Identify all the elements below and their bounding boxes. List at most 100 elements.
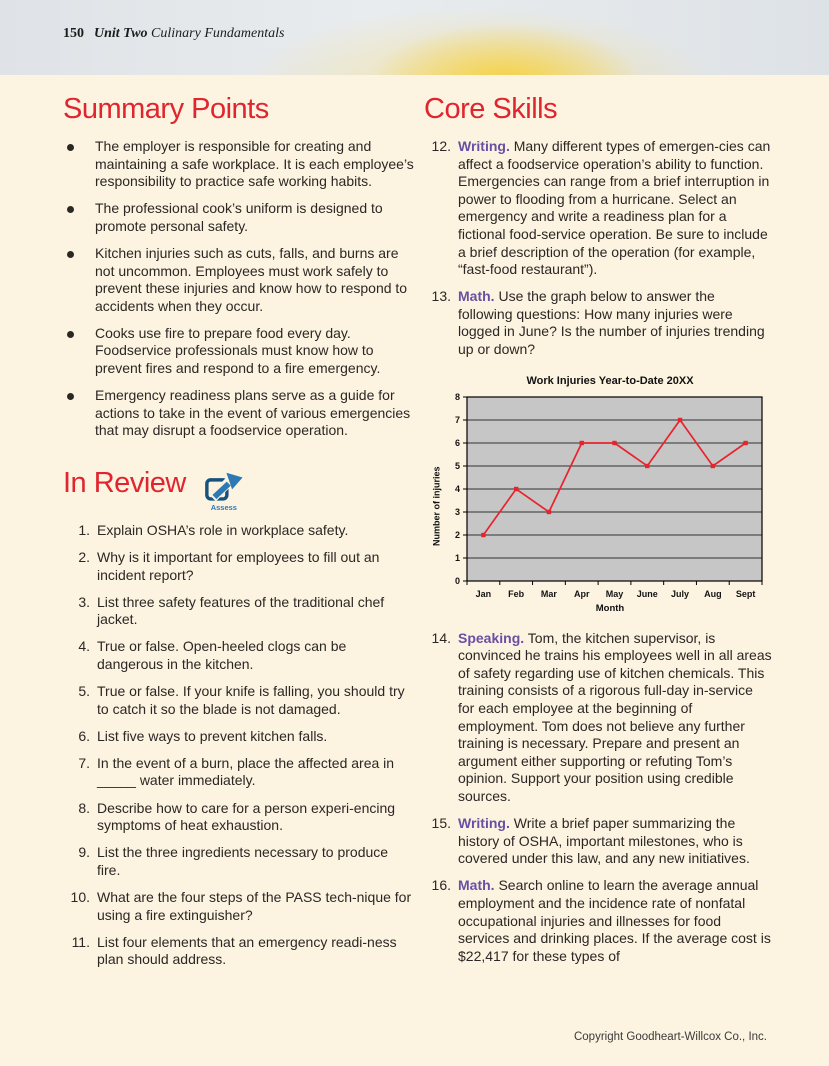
svg-text:4: 4 [455,484,460,494]
bullet-icon [67,393,74,401]
bullet-text: The professional cook’s uniform is desig… [95,200,383,234]
unit-title: Unit Two [94,26,148,41]
item-text: True or false. Open-heeled clogs can be … [97,638,347,672]
bullet-text: Emergency readiness plans serve as a gui… [95,387,411,439]
svg-text:Feb: Feb [508,589,525,599]
svg-text:3: 3 [455,507,460,517]
chart-x-axis-label: Month [595,602,625,614]
item-number: 5. [78,683,90,700]
item-text: Writing. Write a brief paper summarizing… [458,815,772,868]
bullet-icon [67,250,74,258]
svg-text:May: May [606,589,624,599]
item-number: 8. [78,799,90,816]
header-band [0,0,829,75]
review-item: 5. True or false. If your knife is falli… [63,683,415,718]
in-review-list: 1. Explain OSHA’s role in workplace safe… [63,522,415,969]
svg-text:Apr: Apr [574,589,590,599]
core-skill-item: 15. Writing. Write a brief paper summari… [424,815,772,868]
item-text: True or false. If your knife is falling,… [97,683,405,717]
left-column: Summary Points The employer is responsib… [63,93,415,978]
item-text: List five ways to prevent kitchen falls. [97,727,328,744]
item-number: 4. [78,638,90,655]
summary-bullet: Kitchen injuries such as cuts, falls, an… [63,245,415,315]
item-text: List four elements that an emergency rea… [97,933,397,968]
summary-bullet: The employer is responsible for creating… [63,138,415,191]
review-item: 10. What are the four steps of the PASS … [63,889,415,924]
review-item: 1. Explain OSHA’s role in workplace safe… [63,522,415,540]
review-item: 4. True or false. Open-heeled clogs can … [63,638,415,673]
skill-type-label: Math. [458,288,495,305]
svg-text:Jan: Jan [476,589,492,599]
review-item: 7. In the event of a burn, place the aff… [63,755,415,790]
item-number: 11. [71,933,90,950]
item-number: 14. [431,629,451,646]
skill-text: Write a brief paper summarizing the hist… [458,815,750,867]
item-number: 13. [431,288,451,305]
svg-text:Aug: Aug [704,589,722,599]
summary-bullet: The professional cook’s uniform is desig… [63,200,415,235]
review-item: 9. List the three ingredients necessary … [63,844,415,879]
item-number: 2. [78,549,90,565]
skill-type-label: Math. [458,877,495,894]
svg-text:0: 0 [455,576,460,586]
skill-text: Tom, the kitchen supervisor, is convince… [458,629,772,804]
skill-type-label: Speaking. [458,629,525,646]
bullet-text: The employer is responsible for creating… [95,138,414,190]
injuries-chart-svg: 0 1 2 3 4 5 6 7 8 Jan Feb Mar Apr May June July Aug Sept [455,392,763,599]
assess-share-icon [204,472,243,502]
chart-y-axis-label: Number of injuries [431,465,442,546]
core-skills-title: Core Skills [424,93,558,125]
summary-bullet-list: The employer is responsible for creating… [63,138,415,440]
skill-type-label: Writing. [458,815,510,832]
review-item: 6. List five ways to prevent kitchen fal… [63,728,415,746]
unit-subtitle: Culinary Fundamentals [151,26,285,41]
svg-text:1: 1 [455,553,460,563]
injuries-chart: Work Injuries Year-to-Date 20XX Number o… [430,375,764,614]
svg-text:6: 6 [455,438,460,448]
bullet-icon [67,144,74,151]
item-text: Explain OSHA’s role in workplace safety. [97,521,349,538]
in-review-section: In Review Assess 1. Explain OSHA’s role … [63,467,415,969]
core-skills-section: Core Skills 12. Writing. Many different … [424,93,772,965]
page-number: 150 [63,26,84,41]
svg-text:2: 2 [455,530,460,540]
item-text: In the event of a burn, place the affect… [97,754,395,789]
summary-title: Summary Points [63,93,269,125]
core-skill-item: 13. Math. Use the graph below to answer … [424,288,772,358]
bullet-text: Cooks use fire to prepare food every day… [95,324,381,377]
svg-text:7: 7 [455,415,460,425]
bullet-icon [67,330,74,338]
core-skill-item: 14. Speaking. Tom, the kitchen superviso… [424,630,772,806]
item-number: 6. [78,727,90,744]
right-column: Core Skills 12. Writing. Many different … [424,93,772,975]
item-text: Math. Use the graph below to answer the … [458,288,772,358]
skill-text: Search online to learn the average annua… [458,877,771,964]
item-text: Speaking. Tom, the kitchen supervisor, i… [458,630,772,806]
item-number: 3. [78,593,90,610]
skill-text: Use the graph below to answer the follow… [458,288,765,358]
svg-text:Mar: Mar [541,589,558,599]
chart-body: Number of injuries 0 1 2 3 4 5 6 7 8 Jan Feb Mar Apr… [430,391,764,603]
item-text: Describe how to care for a person experi… [97,799,396,834]
item-text: Math. Search online to learn the average… [458,877,772,965]
svg-text:5: 5 [455,461,460,471]
core-skill-item: 16. Math. Search online to learn the ave… [424,877,772,965]
assess-badge: Assess [204,471,244,512]
item-number: 9. [78,844,90,861]
in-review-title: In Review [63,466,186,499]
item-text: List three safety features of the tradit… [97,593,385,628]
svg-text:June: June [637,589,658,599]
item-number: 12. [431,138,451,154]
item-number: 15. [431,815,451,832]
item-text: What are the four steps of the PASS tech… [97,888,412,923]
summary-bullet: Cooks use fire to prepare food every day… [63,325,415,378]
in-review-heading-row: In Review Assess [63,467,415,512]
svg-text:July: July [671,589,689,599]
item-number: 16. [431,877,451,894]
item-text: Writing. Many different types of emergen… [458,138,772,279]
chart-title: Work Injuries Year-to-Date 20XX [526,374,694,387]
item-number: 1. [78,521,90,538]
review-item: 8. Describe how to care for a person exp… [63,800,415,835]
review-item: 3. List three safety features of the tra… [63,594,415,629]
